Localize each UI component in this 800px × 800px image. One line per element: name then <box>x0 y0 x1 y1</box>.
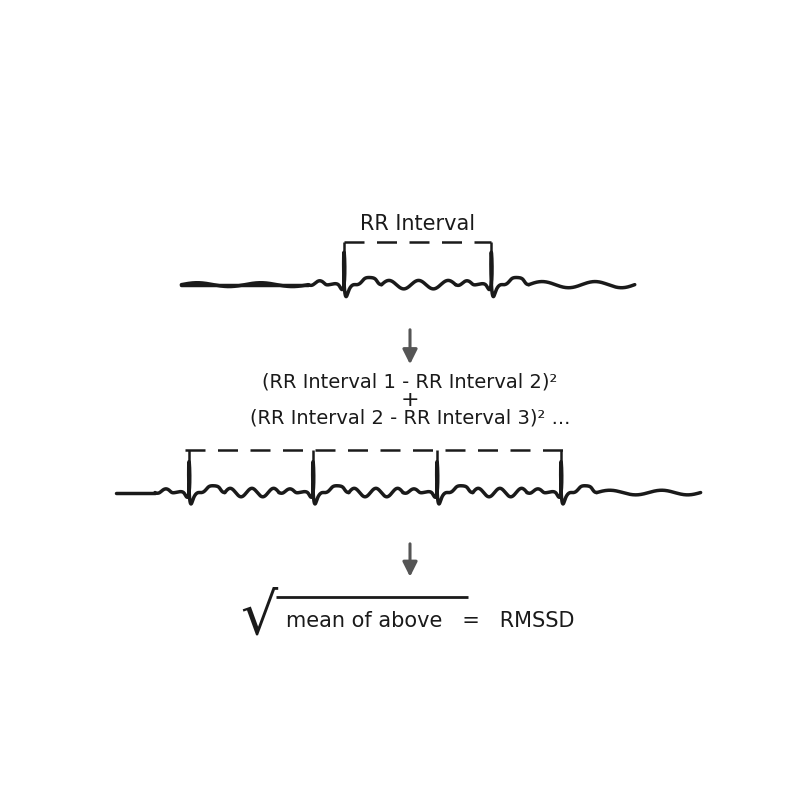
Text: mean of above   =   RMSSD: mean of above = RMSSD <box>286 611 574 631</box>
Text: (RR Interval 2 - RR Interval 3)² ...: (RR Interval 2 - RR Interval 3)² ... <box>250 408 570 427</box>
Text: (RR Interval 1 - RR Interval 2)²: (RR Interval 1 - RR Interval 2)² <box>262 373 558 392</box>
Text: RR Interval: RR Interval <box>360 214 475 234</box>
Text: √: √ <box>240 589 278 646</box>
Text: +: + <box>401 390 419 410</box>
